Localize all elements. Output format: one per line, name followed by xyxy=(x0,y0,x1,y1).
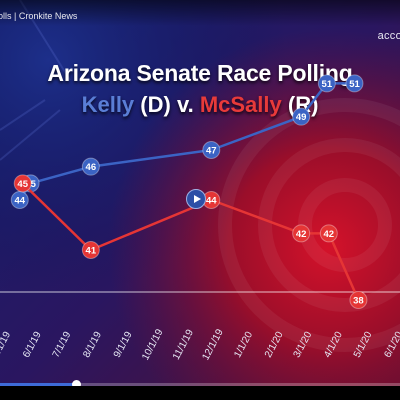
x-tick-label: 11/1/19 xyxy=(171,327,196,361)
kelly-point xyxy=(345,74,364,93)
x-tick-label: 2/1/20 xyxy=(263,330,286,360)
x-tick-label: 5/1/19 xyxy=(0,330,13,360)
mcsally-point xyxy=(319,224,338,243)
progress-handle[interactable] xyxy=(72,380,81,389)
subtitle-dem-party: (D) xyxy=(140,92,171,117)
x-tick-label: 6/1/20 xyxy=(382,330,400,360)
mcsally-point xyxy=(292,224,311,243)
x-tick-label: 9/1/19 xyxy=(112,330,135,360)
kelly-point xyxy=(292,107,311,126)
kelly-point-label: 44 xyxy=(14,196,25,207)
kelly-point-label: 46 xyxy=(86,162,97,173)
chart-subtitle: Kelly (D) v. McSally (R) xyxy=(0,92,400,118)
x-tick-label: 1/1/20 xyxy=(232,330,255,360)
progress-fill xyxy=(0,383,76,386)
kelly-point xyxy=(317,74,336,93)
mcsally-point-label: 42 xyxy=(324,229,335,240)
kelly-point-label: 51 xyxy=(349,79,360,90)
x-tick-label: 10/1/19 xyxy=(140,327,166,362)
x-tick-label: 12/1/19 xyxy=(200,327,226,362)
source-label: accor xyxy=(377,30,400,42)
kelly-point xyxy=(10,191,29,209)
top-overlay xyxy=(0,0,400,26)
subtitle-kelly: Kelly xyxy=(81,92,135,117)
progress-bar[interactable] xyxy=(0,380,400,389)
mcsally-point-label: 44 xyxy=(206,196,217,207)
x-tick-label: 3/1/20 xyxy=(292,330,315,360)
kelly-point xyxy=(202,141,221,159)
controls-bar xyxy=(0,386,400,400)
mcsally-point xyxy=(81,241,100,259)
mcsally-point-label: 38 xyxy=(353,296,364,307)
subtitle-mcsally: McSally xyxy=(199,92,282,117)
x-tick-label: 8/1/19 xyxy=(81,330,104,360)
x-tick-label: 7/1/19 xyxy=(51,330,74,360)
video-title[interactable]: olls | Cronkite News xyxy=(0,11,78,21)
mcsally-point-label: 42 xyxy=(296,229,307,240)
play-button[interactable] xyxy=(186,189,206,209)
chart-title: Arizona Senate Race Polling xyxy=(47,60,353,86)
mcsally-point xyxy=(349,291,368,309)
subtitle-versus: v. xyxy=(176,92,194,117)
mcsally-point-label: 45 xyxy=(17,179,28,190)
x-tick-label: 4/1/20 xyxy=(322,330,345,360)
x-tick-label: 5/1/20 xyxy=(352,330,375,360)
kelly-series-line xyxy=(18,82,355,201)
kelly-point xyxy=(81,157,100,176)
kelly-point-label: 49 xyxy=(296,112,307,123)
mcsally-point-label: 41 xyxy=(86,246,97,257)
x-tick-label: 6/1/19 xyxy=(21,330,44,360)
mcsally-point xyxy=(13,174,32,193)
mcsally-series-line xyxy=(21,182,360,301)
kelly-point-label: 47 xyxy=(206,146,217,157)
kelly-point-label: 51 xyxy=(322,79,333,90)
